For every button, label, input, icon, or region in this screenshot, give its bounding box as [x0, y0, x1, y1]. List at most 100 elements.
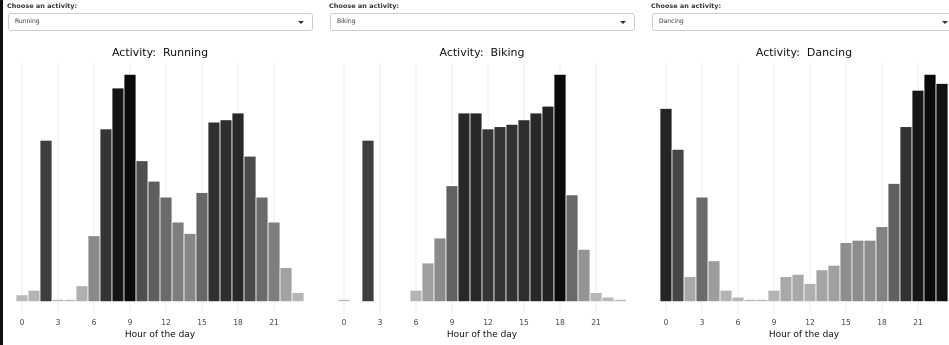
- x-axis-label: Hour of the day: [447, 330, 518, 340]
- bar: [577, 248, 591, 303]
- bar: [743, 298, 757, 303]
- bar: [517, 119, 531, 303]
- dropdown-label: Choose an activity:: [651, 2, 722, 10]
- bar: [27, 289, 41, 303]
- bar: [39, 139, 53, 303]
- dropdown-label: Choose an activity:: [329, 2, 400, 10]
- bar: [219, 119, 233, 303]
- bar: [767, 289, 781, 303]
- bar: [803, 283, 817, 303]
- bar: [589, 292, 603, 303]
- x-tick-label: 15: [519, 318, 529, 327]
- bar: [529, 112, 543, 303]
- bar: [421, 262, 435, 303]
- panel: Activity: Biking 0 3 6 9 12 15 18 21 Hour of the …: [322, 0, 644, 345]
- bar: [87, 235, 101, 303]
- bar: [111, 87, 125, 303]
- bar: [815, 269, 829, 303]
- bar: [659, 108, 673, 303]
- bar: [779, 276, 793, 303]
- bar: [171, 221, 185, 303]
- chart: Activity: Biking 0 3 6 9 12 15 18 21 Hour of the …: [337, 46, 627, 340]
- bar: [553, 73, 567, 303]
- x-tick-label: 3: [378, 318, 383, 327]
- x-tick-label: 9: [450, 318, 455, 327]
- x-tick-label: 15: [841, 318, 851, 327]
- bar: [505, 123, 519, 303]
- bar: [827, 264, 841, 303]
- x-tick-label: 9: [128, 318, 133, 327]
- bar: [51, 298, 65, 303]
- bar: [469, 112, 483, 303]
- x-tick-label: 6: [92, 318, 97, 327]
- x-tick-label: 6: [414, 318, 419, 327]
- bar: [481, 128, 495, 303]
- activity-select[interactable]: Dancing: [652, 13, 949, 31]
- x-tick-label: 0: [342, 318, 347, 327]
- bar: [791, 273, 805, 303]
- x-tick-label: 9: [772, 318, 777, 327]
- bar: [291, 292, 305, 303]
- bar: [63, 298, 77, 303]
- bar: [231, 112, 245, 303]
- panel: Activity: Dancing 0 3 6 9 12 15 18 21 Hour of the…: [644, 0, 949, 345]
- bar: [755, 298, 769, 303]
- bar: [565, 194, 579, 303]
- x-tick-label: 18: [233, 318, 243, 327]
- x-tick-label: 3: [56, 318, 61, 327]
- bar: [361, 139, 375, 303]
- x-tick-label: 12: [805, 318, 815, 327]
- chart-title: Activity: Biking: [439, 46, 524, 59]
- bar: [183, 233, 197, 303]
- bar: [147, 180, 161, 303]
- bar: [243, 155, 257, 303]
- window-edge: [0, 0, 3, 345]
- bar: [445, 185, 459, 303]
- bar: [267, 221, 281, 303]
- bar: [695, 196, 709, 303]
- x-tick-label: 18: [877, 318, 887, 327]
- chart: Activity: Running 0 3 6 9 12 15 18 21 Hour of the…: [15, 46, 305, 340]
- bar: [839, 242, 853, 303]
- bar: [195, 192, 209, 303]
- x-tick-label: 15: [197, 318, 207, 327]
- bar: [731, 296, 745, 303]
- activity-select[interactable]: Biking: [330, 13, 635, 31]
- bar: [719, 289, 733, 303]
- bar: [923, 73, 937, 303]
- bar: [863, 239, 877, 303]
- bar: [707, 260, 721, 303]
- x-axis-label: Hour of the day: [769, 330, 840, 340]
- panel: Activity: Running 0 3 6 9 12 15 18 21 Hour of the…: [0, 0, 322, 345]
- bar: [135, 160, 149, 303]
- bar: [683, 276, 697, 303]
- bar: [601, 296, 615, 303]
- x-tick-label: 3: [700, 318, 705, 327]
- bar: [613, 298, 627, 303]
- bar: [671, 148, 685, 303]
- bar: [541, 105, 555, 303]
- bar: [875, 226, 889, 303]
- bar: [887, 183, 901, 303]
- bar: [123, 73, 137, 303]
- bar: [255, 196, 269, 303]
- bar: [457, 112, 471, 303]
- x-tick-label: 12: [483, 318, 493, 327]
- bar: [279, 267, 293, 303]
- x-tick-label: 0: [20, 318, 25, 327]
- chart-title: Activity: Dancing: [756, 46, 852, 59]
- dropdown-label: Choose an activity:: [7, 2, 78, 10]
- x-tick-label: 12: [161, 318, 171, 327]
- bar: [99, 128, 113, 303]
- bar: [899, 126, 913, 303]
- bar: [75, 285, 89, 303]
- x-tick-label: 21: [269, 318, 279, 327]
- bar: [935, 83, 949, 303]
- x-tick-label: 21: [591, 318, 601, 327]
- bar: [433, 237, 447, 303]
- bar: [159, 196, 173, 303]
- chart: Activity: Dancing 0 3 6 9 12 15 18 21 Hour of the…: [659, 46, 949, 340]
- bar: [15, 294, 29, 303]
- activity-select[interactable]: Running: [8, 13, 313, 31]
